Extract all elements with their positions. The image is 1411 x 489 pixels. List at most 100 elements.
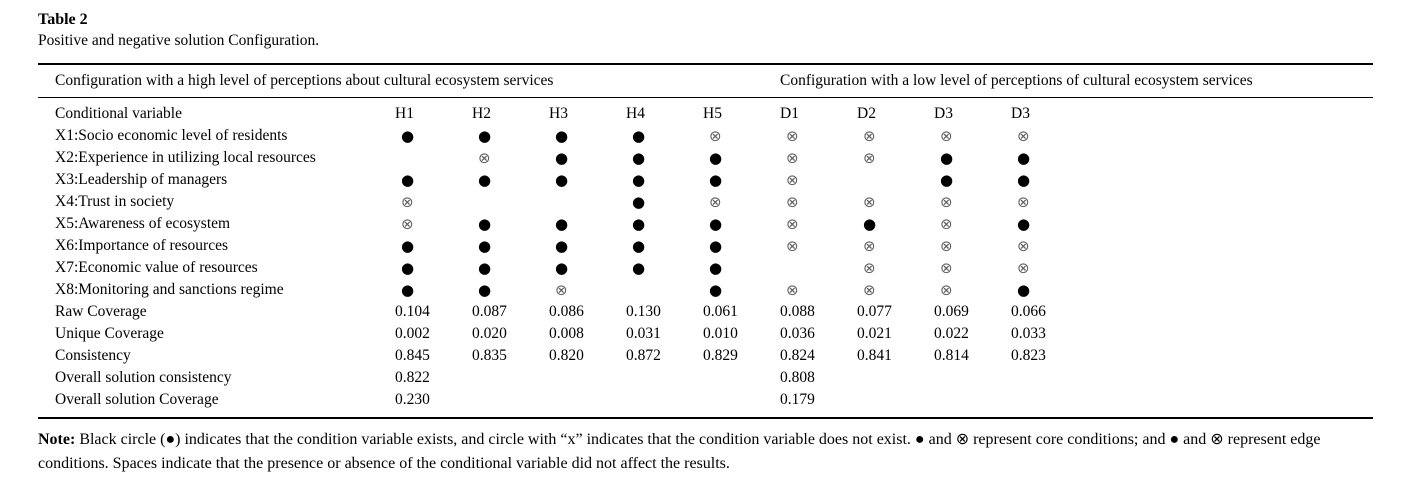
table-cell: ⊗ [857, 191, 934, 213]
table-cell: ⊗ [1011, 125, 1088, 147]
table-cell [934, 389, 1011, 411]
table-cell: ⊗ [1011, 235, 1088, 257]
condition-present-icon: ● [478, 215, 492, 233]
condition-absent-icon: ⊗ [863, 259, 876, 277]
table-cell: 0.061 [703, 303, 738, 320]
condition-present-icon: ● [478, 171, 492, 189]
condition-present-icon: ● [632, 127, 646, 145]
table-cell: ● [549, 257, 626, 279]
group-header-high: Configuration with a high level of perce… [55, 72, 554, 89]
table-cell [626, 279, 703, 301]
table-row: Unique Coverage 0.002 0.020 0.008 0.031 0.010… [38, 323, 1373, 345]
condition-absent-icon: ⊗ [401, 215, 414, 233]
condition-present-icon: ● [632, 259, 646, 277]
table-row: X5:Awareness of ecosystem ⊗ ● ● ● ● ⊗ ● ⊗ ● [38, 213, 1373, 235]
condition-absent-icon: ⊗ [1017, 259, 1030, 277]
table-cell [472, 367, 549, 389]
table-row: X2:Experience in utilizing local resourc… [38, 147, 1373, 169]
table-cell: ● [703, 147, 780, 169]
table-cell: 0.087 [472, 303, 507, 320]
condition-present-icon: ● [632, 149, 646, 167]
table-caption: Positive and negative solution Configura… [38, 32, 320, 49]
condition-present-icon: ● [555, 237, 569, 255]
table-row: Raw Coverage 0.104 0.087 0.086 0.130 0.061 0.0… [38, 301, 1373, 323]
table-cell: ● [549, 125, 626, 147]
condition-absent-icon: ⊗ [786, 127, 799, 145]
table-cell [1011, 367, 1088, 389]
table-cell [626, 389, 703, 411]
condition-present-icon: ● [1017, 149, 1031, 167]
condition-present-icon: ● [478, 127, 492, 145]
condition-present-icon: ● [401, 281, 415, 299]
condition-present-icon: ● [709, 171, 723, 189]
condition-present-icon: ● [478, 281, 492, 299]
table-cell [549, 367, 626, 389]
condition-present-icon: ● [709, 237, 723, 255]
table-cell: 0.808 [780, 369, 815, 386]
condition-absent-icon: ⊗ [1017, 237, 1030, 255]
table-cell: 0.069 [934, 303, 969, 320]
table-cell [703, 389, 780, 411]
condition-absent-icon: ⊗ [940, 281, 953, 299]
table-cell: ⊗ [934, 191, 1011, 213]
paper-page: Table 2 Positive and negative solution C… [38, 11, 1373, 472]
condition-absent-icon: ⊗ [478, 149, 491, 167]
condition-present-icon: ● [401, 171, 415, 189]
table-cell [857, 389, 934, 411]
table-cell: ● [703, 235, 780, 257]
table-cell: ⊗ [857, 147, 934, 169]
row-label: X1:Socio economic level of residents [55, 127, 288, 144]
table-row: Overall solution Coverage 0.230 0.179 [38, 389, 1373, 411]
condition-absent-icon: ⊗ [786, 237, 799, 255]
table-cell: ⊗ [703, 191, 780, 213]
table-cell: 0.845 [395, 347, 430, 364]
condition-present-icon: ● [478, 237, 492, 255]
table-cell: ● [472, 257, 549, 279]
table-cell [780, 257, 857, 279]
table-cell: ● [472, 169, 549, 191]
table-cell: ● [472, 235, 549, 257]
table-cell [626, 367, 703, 389]
table-cell: ● [626, 125, 703, 147]
table-cell [549, 389, 626, 411]
column-header: H2 [472, 105, 491, 122]
column-header-label: Conditional variable [55, 105, 182, 122]
table-cell: ● [703, 213, 780, 235]
table-row: X7:Economic value of resources ● ● ● ● ● ⊗ ⊗ ⊗ [38, 257, 1373, 279]
row-label: X4:Trust in society [55, 193, 175, 210]
table-cell: ⊗ [1011, 257, 1088, 279]
row-label: Consistency [55, 347, 131, 364]
condition-absent-icon: ⊗ [786, 281, 799, 299]
column-header-row: Conditional variable H1 H2 H3 H4 H5 D1 D2 D3 D3 [38, 98, 1373, 125]
table-row: X4:Trust in society ⊗ ● ⊗ ⊗ ⊗ ⊗ ⊗ [38, 191, 1373, 213]
table-cell: ⊗ [934, 257, 1011, 279]
table-cell: 0.022 [934, 325, 969, 342]
table-cell: ● [1011, 279, 1088, 301]
table-cell: 0.179 [780, 391, 815, 408]
condition-absent-icon: ⊗ [940, 193, 953, 211]
table-cell: ⊗ [934, 125, 1011, 147]
table-cell: ⊗ [857, 235, 934, 257]
condition-present-icon: ● [709, 149, 723, 167]
table-body: Conditional variable H1 H2 H3 H4 H5 D1 D2 D3 D3 X… [38, 98, 1373, 419]
table-row: X1:Socio economic level of residents ● ● ● ●… [38, 125, 1373, 147]
table-cell: 0.066 [1011, 303, 1046, 320]
table-cell: 0.824 [780, 347, 815, 364]
column-header: H4 [626, 105, 645, 122]
table-cell: ⊗ [780, 235, 857, 257]
table-cell: ● [549, 169, 626, 191]
row-label: Overall solution Coverage [55, 391, 219, 408]
table-cell: ⊗ [703, 125, 780, 147]
table-cell: ● [549, 147, 626, 169]
condition-absent-icon: ⊗ [940, 215, 953, 233]
table-cell: ● [1011, 213, 1088, 235]
table-cell: ● [472, 125, 549, 147]
condition-absent-icon: ⊗ [555, 281, 568, 299]
condition-present-icon: ● [632, 193, 646, 211]
column-header: D2 [857, 105, 876, 122]
table-cell: 0.230 [395, 391, 430, 408]
table-cell: ⊗ [857, 257, 934, 279]
table-cell [703, 367, 780, 389]
table-cell: ⊗ [934, 235, 1011, 257]
condition-absent-icon: ⊗ [786, 149, 799, 167]
